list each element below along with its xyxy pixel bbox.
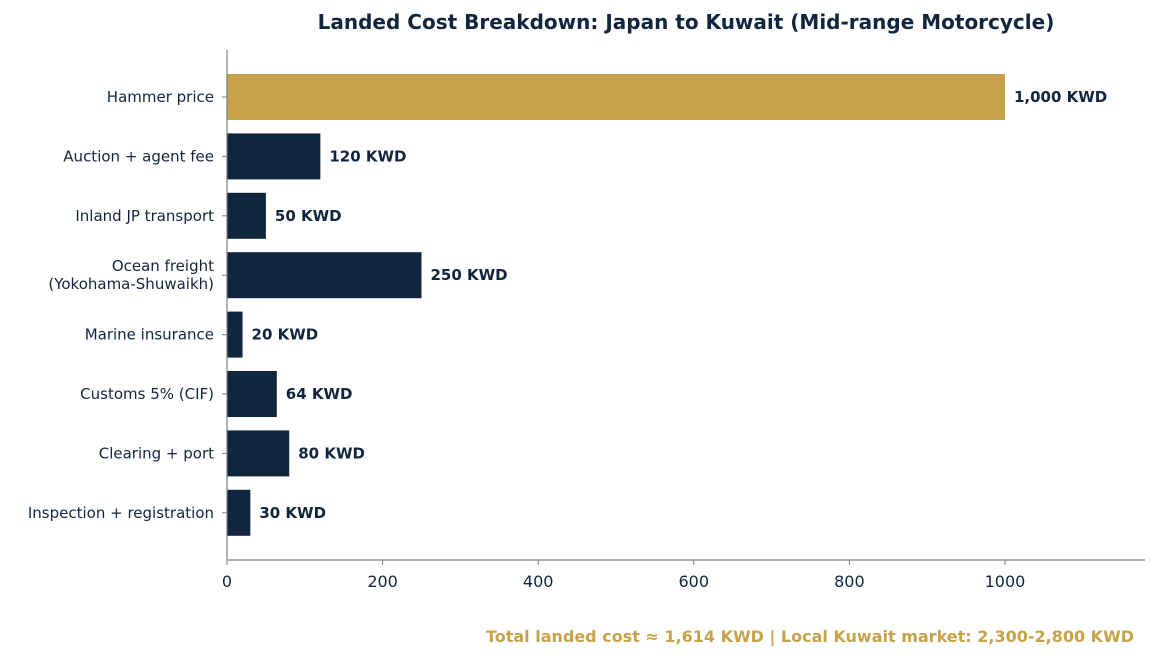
bar-6 [227, 430, 290, 477]
bar-1 [227, 133, 321, 180]
category-label-5: Customs 5% (CIF) [80, 385, 214, 403]
bar-0 [227, 74, 1005, 120]
value-label-7: 30 KWD [259, 504, 326, 522]
value-label-6: 80 KWD [298, 444, 365, 462]
category-label-3: Ocean freight (Yokohama-Shuwaikh) [48, 257, 214, 293]
x-tick-label-0: 0 [222, 572, 232, 591]
bar-7 [227, 489, 251, 536]
x-tick-label-5: 1000 [985, 572, 1026, 591]
category-label-6: Clearing + port [99, 444, 214, 462]
bar-5 [227, 371, 277, 417]
bar-3 [227, 252, 422, 299]
value-label-0: 1,000 KWD [1014, 88, 1107, 106]
bars-group: 1,000 KWD 120 KWD 50 KWD 250 KWD 20 KWD 64 KW… [227, 74, 1107, 536]
chart-footnote: Total landed cost ≈ 1,614 KWD | Local Ku… [486, 627, 1134, 647]
value-label-1: 120 KWD [329, 147, 406, 165]
category-label-7: Inspection + registration [28, 504, 214, 522]
category-label-0: Hammer price [107, 88, 214, 106]
category-label-1: Auction + agent fee [63, 147, 214, 165]
axes-group: Hammer price Auction + agent fee Inland JP… [28, 50, 1145, 591]
x-tick-label-1: 200 [367, 572, 398, 591]
category-label-2: Inland JP transport [75, 207, 214, 225]
bar-2 [227, 192, 266, 239]
value-label-2: 50 KWD [275, 207, 342, 225]
x-tick-label-2: 400 [523, 572, 554, 591]
x-tick-label-4: 800 [834, 572, 865, 591]
x-tick-label-3: 600 [679, 572, 710, 591]
value-label-4: 20 KWD [252, 326, 319, 344]
category-label-4: Marine insurance [85, 326, 214, 344]
value-label-3: 250 KWD [430, 266, 507, 284]
chart-title: Landed Cost Breakdown: Japan to Kuwait (… [318, 10, 1055, 34]
bar-4 [227, 311, 243, 358]
value-label-5: 64 KWD [286, 385, 353, 403]
